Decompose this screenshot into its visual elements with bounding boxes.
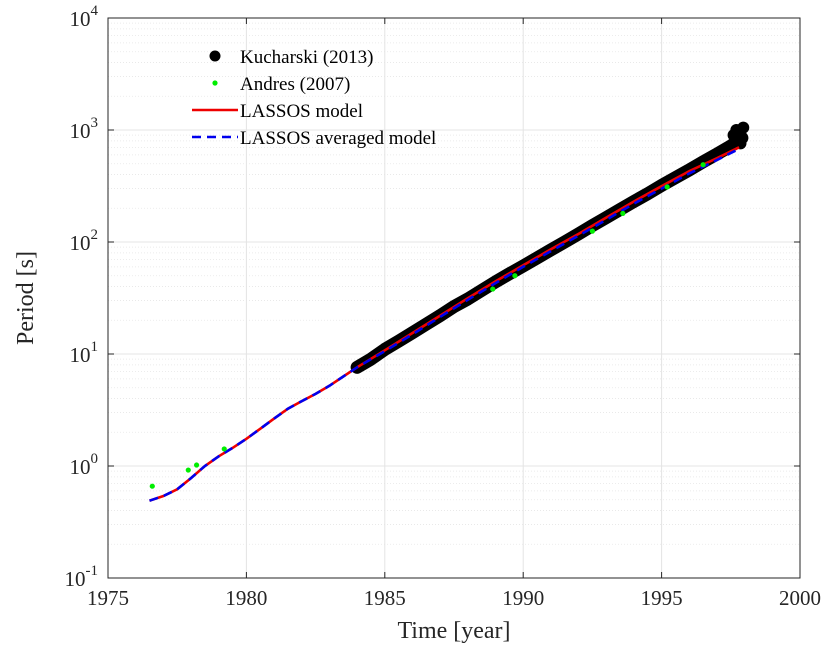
plot-area xyxy=(149,121,750,502)
kucharski-point xyxy=(737,121,750,134)
legend-label: Andres (2007) xyxy=(240,74,350,95)
kucharski-point xyxy=(734,137,747,150)
axis-ticks xyxy=(107,17,801,579)
andres-point xyxy=(149,483,155,489)
y-tick-label: 104 xyxy=(70,3,99,31)
x-tick-label: 2000 xyxy=(779,586,821,610)
legend: Kucharski (2013) Andres (2007) LASSOS mode… xyxy=(192,47,436,149)
legend-marker xyxy=(209,50,221,62)
y-tick-base: 10 xyxy=(70,119,91,143)
y-tick-exponent: 2 xyxy=(91,227,99,243)
andres-point xyxy=(490,286,496,292)
x-tick-label: 1990 xyxy=(502,586,544,610)
y-tick-label: 103 xyxy=(70,115,99,143)
x-axis-label: Time [year] xyxy=(397,618,510,644)
y-tick-exponent: -1 xyxy=(86,563,99,579)
y-tick-exponent: 1 xyxy=(91,339,99,355)
legend-label: LASSOS model xyxy=(240,101,363,122)
y-tick-label: 101 xyxy=(70,339,99,367)
x-tick-labels: 1975 1980 1985 1990 1995 2000 xyxy=(87,586,821,610)
y-tick-base: 10 xyxy=(70,7,91,31)
legend-marker xyxy=(212,80,218,86)
y-tick-exponent: 3 xyxy=(91,115,99,131)
y-axis-label: Period [s] xyxy=(13,251,39,345)
andres-point xyxy=(185,467,191,473)
y-tick-base: 10 xyxy=(65,567,86,591)
andres-point xyxy=(512,273,518,279)
x-tick-label: 1975 xyxy=(87,586,129,610)
andres-point xyxy=(620,210,626,217)
x-tick-label: 1985 xyxy=(364,586,406,610)
y-tick-exponent: 4 xyxy=(91,3,99,19)
y-tick-label: 10-1 xyxy=(65,563,99,591)
y-tick-base: 10 xyxy=(70,343,91,367)
legend-label: Kucharski (2013) xyxy=(240,47,374,68)
x-tick-label: 1995 xyxy=(641,586,683,610)
minor-grid xyxy=(108,22,800,545)
andres-point xyxy=(193,462,200,468)
y-tick-exponent: 0 xyxy=(91,451,99,467)
plot-frame xyxy=(107,17,801,579)
andres-point xyxy=(221,446,227,452)
y-tick-label: 102 xyxy=(70,227,99,255)
andres-point xyxy=(589,228,596,234)
legend-label: LASSOS averaged model xyxy=(240,128,436,149)
kucharski-point xyxy=(727,129,740,142)
y-tick-base: 10 xyxy=(70,231,91,255)
andres-point xyxy=(664,184,670,190)
y-tick-label: 100 xyxy=(70,451,99,479)
y-tick-base: 10 xyxy=(70,455,91,479)
andres-point xyxy=(700,162,706,168)
lassos-averaged-model-line xyxy=(149,147,740,502)
x-tick-label: 1980 xyxy=(225,586,267,610)
